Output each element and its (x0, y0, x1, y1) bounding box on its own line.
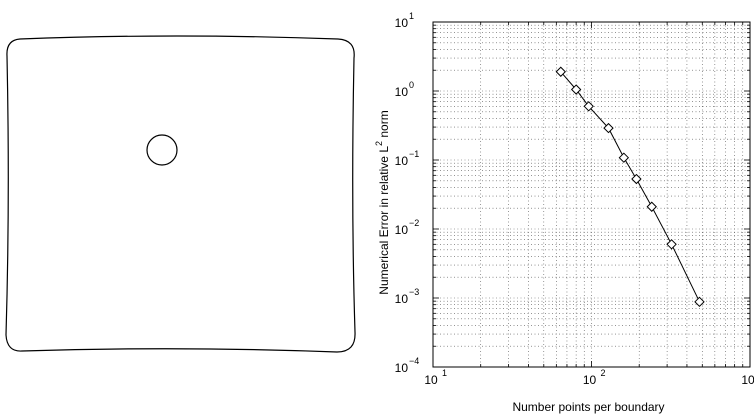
plot-frame (432, 21, 751, 368)
data-point-marker (666, 239, 677, 250)
y-axis-label-suffix: norm (377, 110, 391, 141)
grid-major-lines (433, 22, 750, 367)
data-point-marker (583, 101, 594, 112)
y-tick-label: 10 (395, 16, 409, 30)
y-tick-exponent: −1 (409, 149, 419, 159)
x-tick-label: 10 (424, 373, 438, 387)
y-tick-label: 10 (395, 223, 409, 237)
y-tick-label: 10 (395, 361, 409, 375)
y-tick-exponent: −2 (409, 218, 419, 228)
data-point-marker (694, 296, 705, 308)
data-point-marker (570, 84, 582, 95)
domain-geometry-figure (5, 35, 356, 353)
y-tick-exponent: −3 (409, 287, 419, 297)
y-axis-label: Numerical Error in relative L2 norm (374, 110, 391, 294)
x-tick-exponent: 2 (601, 368, 606, 378)
y-tick-label: 10 (395, 292, 409, 306)
data-point-marker (646, 201, 657, 212)
x-tick-exponent: 1 (442, 368, 447, 378)
y-tick-exponent: −4 (409, 356, 419, 366)
data-point-marker (631, 173, 642, 185)
y-tick-exponent: 1 (409, 11, 414, 21)
x-tick-label: 10 (741, 373, 754, 387)
series-markers (555, 66, 705, 308)
y-tick-label: 10 (395, 154, 409, 168)
y-tick-exponent: 0 (409, 80, 414, 90)
y-axis-label-superscript: 2 (374, 141, 384, 146)
inner-circle-shape (146, 134, 178, 166)
x-axis-label: Number points per boundary (512, 400, 664, 414)
outer-boundary-shape (5, 35, 356, 353)
x-tick-label: 10 (583, 373, 597, 387)
y-tick-label: 10 (395, 85, 409, 99)
data-point-marker (555, 66, 566, 77)
y-axis-label-main: Numerical Error in relative L (377, 146, 391, 295)
data-point-marker (603, 122, 614, 134)
data-point-marker (618, 152, 630, 163)
